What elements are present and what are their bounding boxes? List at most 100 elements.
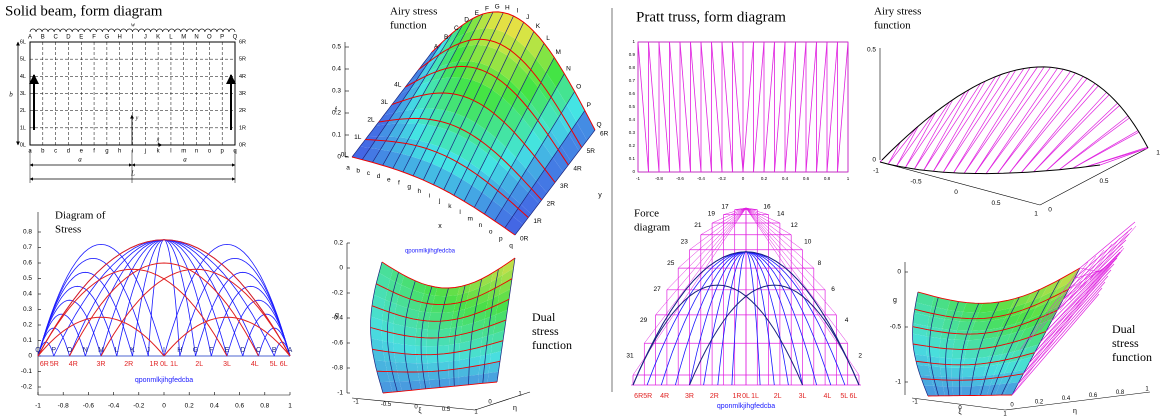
surface-patch xyxy=(478,281,492,297)
surface-line xyxy=(381,257,516,289)
surface-patch xyxy=(400,77,419,94)
surface-patch xyxy=(428,53,447,72)
surface-patch xyxy=(388,123,407,138)
surface-patch xyxy=(406,362,418,372)
tick-label: 1 xyxy=(1156,150,1160,157)
tick-label: 0.2 xyxy=(334,240,343,247)
tick-label: 0.3 xyxy=(23,306,32,313)
force-line xyxy=(655,207,747,316)
surface-patch xyxy=(502,258,515,276)
tick-label: -1 xyxy=(873,168,879,175)
label: f xyxy=(93,149,95,155)
panel-title: function xyxy=(1112,350,1152,364)
label: H xyxy=(118,35,122,41)
axis-line xyxy=(351,397,476,411)
surface-line xyxy=(382,381,498,394)
surface-patch xyxy=(426,354,438,364)
label: C xyxy=(454,25,459,32)
tick-label: 0.5 xyxy=(23,275,32,282)
tick-label: -0.6 xyxy=(676,176,684,181)
panel-title: Dual xyxy=(1112,322,1136,336)
tick-label: 1 xyxy=(288,403,292,410)
tick-label: 0.5 xyxy=(991,200,1000,207)
label: p xyxy=(499,236,503,243)
surface-patch xyxy=(402,84,421,101)
dual-line xyxy=(1029,261,1089,341)
panel-title: Stress xyxy=(55,224,81,236)
panel-title: stress xyxy=(1112,336,1139,350)
surface-patch xyxy=(430,63,449,82)
tick-label: -0.4 xyxy=(108,403,120,410)
label: 3L xyxy=(381,99,389,106)
label: 17 xyxy=(721,204,729,211)
label: w xyxy=(131,22,135,28)
label: k xyxy=(157,149,161,155)
surface-patch xyxy=(1020,344,1040,360)
panel-title: Force xyxy=(634,208,659,220)
surface-line xyxy=(943,74,1001,173)
surface-patch xyxy=(492,186,511,208)
surface-patch xyxy=(416,108,435,125)
label: i xyxy=(132,149,133,155)
stress-curve xyxy=(53,239,275,357)
surface-patch xyxy=(418,58,437,78)
dual-line xyxy=(1040,257,1115,343)
surface-patch xyxy=(501,80,521,107)
panel-title: stress xyxy=(532,324,559,338)
surface-patch xyxy=(460,322,474,335)
force-line xyxy=(745,207,792,235)
label: 5R xyxy=(50,361,59,368)
label: 10 xyxy=(804,239,812,246)
stress-curve xyxy=(37,271,133,357)
surface-patch xyxy=(368,124,387,137)
surface-patch xyxy=(464,296,478,310)
dual-line xyxy=(1017,249,1123,385)
label: 1L xyxy=(20,125,26,131)
label: L xyxy=(115,347,119,354)
label: g xyxy=(407,184,411,191)
surface-patch xyxy=(442,77,462,94)
tick-label: 0.8 xyxy=(1116,390,1125,396)
tick-label: 0.3 xyxy=(332,88,341,95)
tick-label: 0.6 xyxy=(1089,393,1098,399)
surface-patch xyxy=(912,323,928,337)
tick-label: -0.5 xyxy=(910,178,922,185)
tick-label: 1 xyxy=(1034,211,1038,218)
truss-member xyxy=(742,41,754,173)
surface-patch xyxy=(439,378,450,388)
dual-line xyxy=(1079,231,1129,291)
surface-patch xyxy=(951,349,967,359)
surface-patch xyxy=(458,44,478,62)
tick-label: 0 xyxy=(337,154,341,161)
surface-line xyxy=(391,92,556,183)
surface-patch xyxy=(458,375,469,386)
label: 23 xyxy=(681,239,689,246)
surface-patch xyxy=(488,361,500,374)
surface-patch xyxy=(916,364,931,376)
surface-patch xyxy=(469,356,481,368)
label: C xyxy=(256,347,261,354)
surface-patch xyxy=(528,181,547,204)
panel-title: Pratt truss, form diagram xyxy=(636,9,786,25)
label: a xyxy=(183,156,187,164)
label: a xyxy=(78,156,82,164)
tick-label: 0 xyxy=(742,176,745,181)
tick-label: 1 xyxy=(847,176,850,181)
surface-patch xyxy=(495,12,514,33)
surface-line xyxy=(887,127,917,165)
label: 6R xyxy=(634,393,643,400)
surface-line xyxy=(1009,76,1084,174)
surface-line xyxy=(1009,78,1088,174)
surface-patch xyxy=(961,376,973,387)
label: 1R xyxy=(149,361,158,368)
surface-patch xyxy=(951,367,964,378)
surface-patch xyxy=(927,356,940,368)
truss-member xyxy=(658,41,670,173)
surface-patch xyxy=(474,192,493,215)
stress-curve xyxy=(163,243,291,357)
label: 0L xyxy=(742,393,750,400)
label: 3L xyxy=(223,361,231,368)
tick-label: -0.2 xyxy=(133,403,145,410)
label: 12 xyxy=(791,222,799,229)
force-line xyxy=(734,207,747,210)
